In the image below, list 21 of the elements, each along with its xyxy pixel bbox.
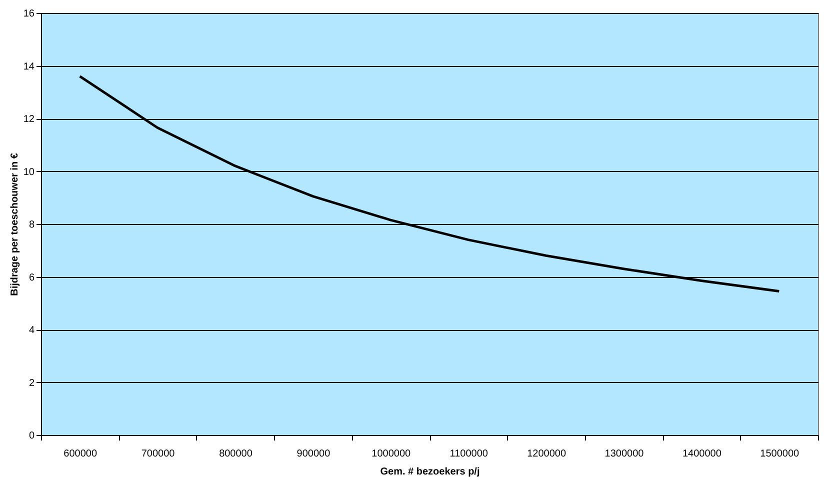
x-tick-label: 1200000 — [527, 448, 566, 460]
y-tick-label: 2 — [28, 378, 35, 389]
x-tick-label: 900000 — [296, 448, 331, 460]
x-tick-label: 1300000 — [604, 448, 644, 460]
y-axis-title: Bijdrage per toeschouwer in € — [9, 152, 20, 296]
y-tick-label: 8 — [28, 220, 35, 230]
y-tick-label: 10 — [23, 166, 35, 178]
x-tick-label: 600000 — [64, 448, 98, 460]
y-tick-label: 6 — [28, 272, 35, 284]
y-tick-label: 16 — [23, 8, 35, 20]
y-tick-label: 4 — [28, 325, 35, 336]
y-tick-label: 14 — [23, 61, 35, 72]
x-tick-label: 1100000 — [450, 448, 488, 460]
x-tick-label: 700000 — [141, 448, 176, 460]
x-tick-label: 1000000 — [372, 448, 412, 460]
y-tick-label: 12 — [23, 114, 35, 125]
x-axis-title: Gem. # bezoekers p/j — [380, 466, 480, 478]
y-tick-label: 0 — [28, 430, 35, 442]
x-tick-label: 1400000 — [682, 448, 722, 460]
x-tick-label: 800000 — [219, 448, 253, 460]
x-tick-label: 1500000 — [760, 448, 800, 460]
